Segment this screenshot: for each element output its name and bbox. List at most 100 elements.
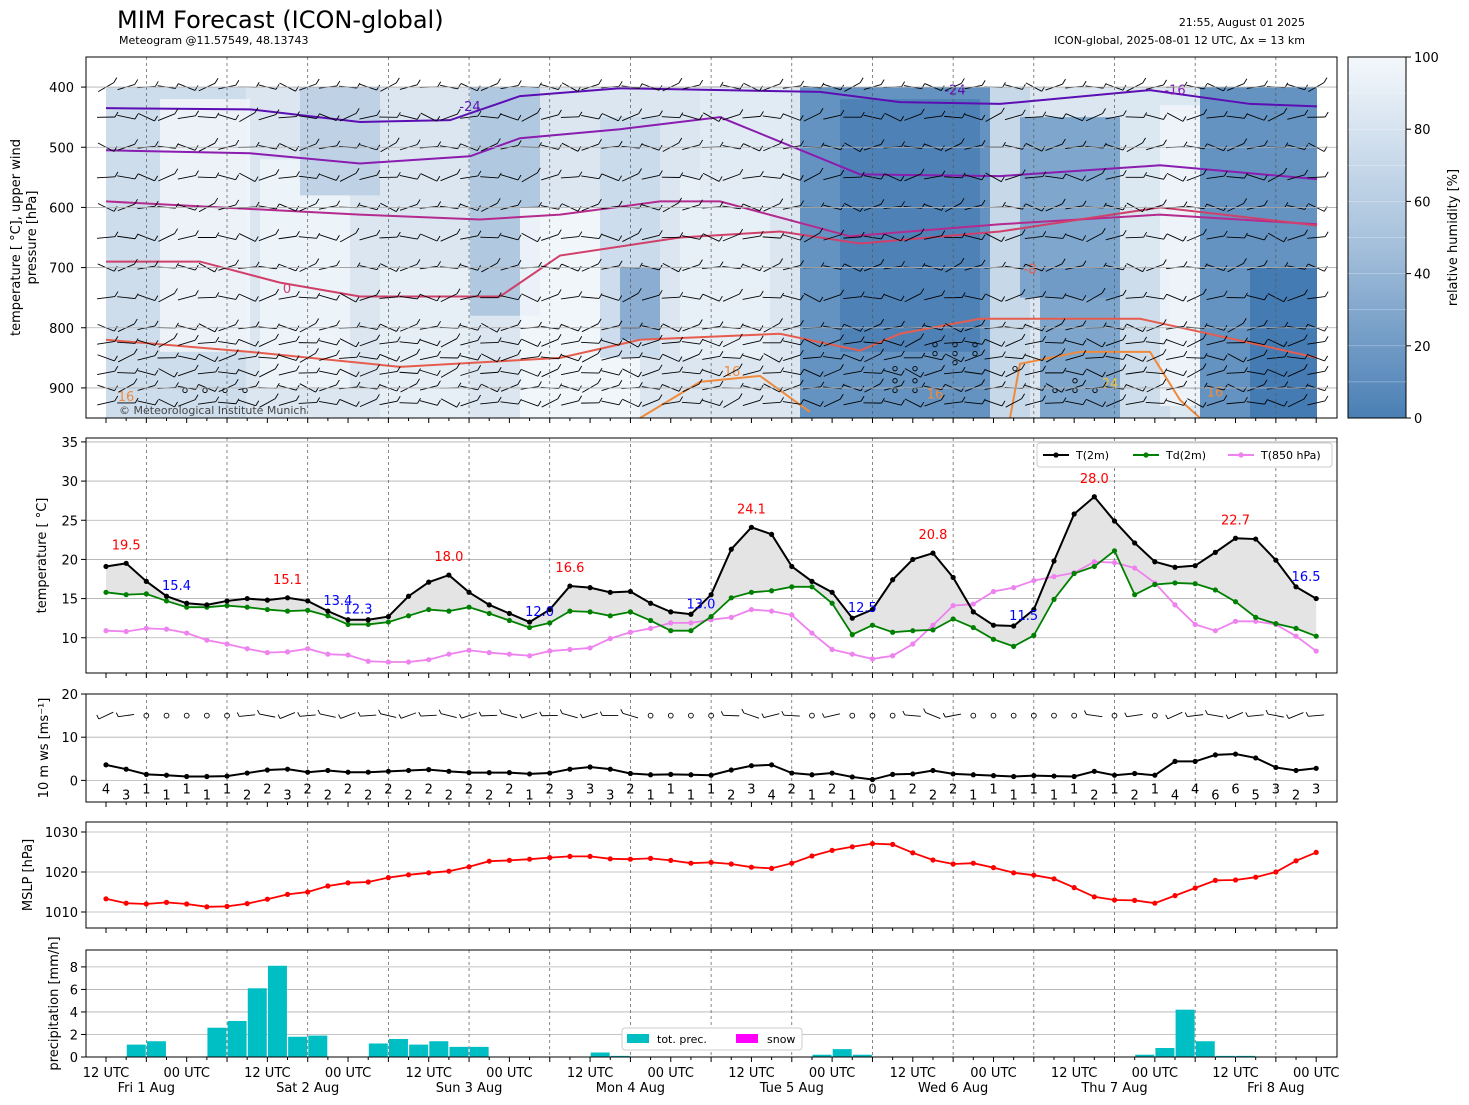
wind-barb [742,235,761,240]
wind-barb [379,371,398,375]
wind-barb-flag [1263,260,1268,266]
wind-barb-flag [456,168,461,175]
wind-barb [137,370,156,376]
wind-barb [1287,174,1305,181]
wind-barb [1065,340,1083,346]
wind-barb-flag [1243,78,1248,84]
wind-barb-flag [718,295,723,302]
wind-barb-flag [538,142,542,148]
wind-barb-flag [1223,394,1228,401]
wind-barb [742,115,761,119]
precip-ytick-label: 6 [70,983,78,998]
t2m-point [809,578,815,584]
wind-barb-flag [174,168,179,174]
wind-barb-flag [638,83,643,89]
wind-barb-flag [195,230,199,236]
wind-barb-flag [275,229,280,235]
wind-barb [702,339,720,347]
upper-ytick-label: 700 [49,262,74,277]
wind-barb-flag [658,324,663,331]
wind-barb [239,172,256,182]
wind-barb [1105,339,1124,347]
wind-barb-flag [1244,172,1248,179]
wind-barb-flag [1264,339,1268,345]
mslp-point [385,875,391,881]
windspeed-point [1031,773,1037,779]
copyright-text: © Meteorological Institute Munich [119,404,306,417]
precip-ytick-label: 4 [70,1006,78,1021]
calm-wind-symbol [1151,712,1158,719]
t850-point [486,650,492,656]
wind-barb-flag [255,351,260,357]
wind-barb [97,400,115,406]
surface-wind-barb-flag [378,709,381,715]
wind-barb-flag [779,138,784,144]
wind-barb-flag [396,355,401,362]
wind-barb [702,399,720,407]
wind-barb-flag [194,364,199,371]
wind-barb-flag [1324,336,1329,342]
wind-barb-flag [396,366,401,372]
wind-barb [359,174,378,180]
t850-point [688,620,694,626]
t2m-point [426,579,432,585]
wind-barb [560,176,579,179]
wind-barb [339,356,358,359]
wind-barb [500,401,519,405]
wind-barb [682,114,700,121]
wind-barb-flag [1102,168,1106,174]
precip-bar [409,1044,429,1057]
wind-barb-flag [133,348,138,354]
wind-barb-flag [537,296,542,302]
wind-barb-flag [1182,235,1187,242]
wind-barb-flag [698,319,703,325]
wind-barb-flag [941,290,946,296]
windspeed-label: 1 [848,788,856,803]
wind-barb [1085,398,1103,408]
wind-barb-flag [920,228,925,234]
wind-barb-flag [981,80,986,86]
wind-barb [419,369,438,376]
wind-barb-flag [295,335,300,342]
wind-barb [661,116,680,119]
t850-point [1232,618,1239,624]
t2m-point [1192,563,1198,569]
wind-barb-flag [1263,174,1268,181]
wind-barb-flag [699,368,704,375]
wind-barb-flag [234,379,239,385]
wind-barb-flag [1143,291,1148,298]
wind-barb [682,174,700,180]
wind-barb-flag [699,398,704,404]
windspeed-point [506,770,512,776]
t850-point [748,606,755,613]
td2m-point [284,608,291,614]
wind-barb-flag [537,400,542,407]
td2m-point [708,614,714,620]
wind-barb [1126,353,1144,362]
t2m-point [587,585,593,591]
time-tick-label: 12 UTC [405,1066,451,1081]
t2m-point [769,531,775,537]
wind-barb-flag [638,401,642,407]
wind-barb-flag [880,258,885,265]
wind-barb-flag [1243,258,1247,264]
wind-barb-flag [699,174,704,180]
snow-legend-swatch [736,1034,758,1043]
mslp-point [244,901,250,907]
wind-barb-flag [880,378,884,384]
wind-barb-flag [1082,339,1087,346]
isotherm-line [105,317,1318,368]
wind-barb-flag [538,321,542,328]
wind-barb-flag [1303,363,1308,370]
wind-barb-flag [1163,233,1168,240]
td2m-point [869,622,876,628]
windspeed-label: 3 [1272,782,1280,797]
wind-barb-flag [941,110,946,117]
mslp-point [567,853,573,860]
td2m-point [1011,643,1017,649]
surface-wind-barb [1187,714,1204,718]
wind-barb-flag [255,380,260,387]
precip-symbol [952,341,958,348]
windspeed-point [829,770,835,776]
tmax-label: 19.5 [112,538,141,553]
